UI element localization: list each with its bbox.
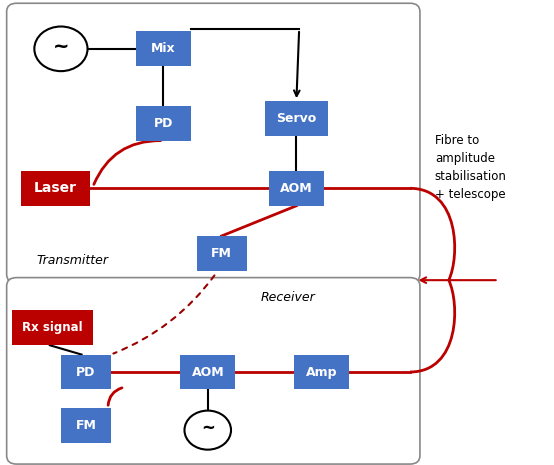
- Text: FM: FM: [75, 419, 96, 432]
- FancyBboxPatch shape: [7, 278, 420, 464]
- FancyBboxPatch shape: [136, 106, 191, 141]
- Text: Fibre to
amplitude
stabilisation
+ telescope: Fibre to amplitude stabilisation + teles…: [435, 134, 507, 201]
- Text: AOM: AOM: [280, 182, 312, 195]
- FancyBboxPatch shape: [13, 311, 93, 345]
- FancyBboxPatch shape: [294, 354, 349, 390]
- FancyArrowPatch shape: [114, 275, 214, 353]
- FancyArrowPatch shape: [108, 388, 122, 405]
- FancyBboxPatch shape: [265, 101, 328, 136]
- Circle shape: [34, 27, 88, 71]
- Text: AOM: AOM: [192, 365, 224, 379]
- Text: Servo: Servo: [276, 112, 316, 125]
- Text: Mix: Mix: [151, 42, 176, 55]
- Text: Laser: Laser: [34, 181, 77, 195]
- FancyBboxPatch shape: [61, 354, 111, 390]
- FancyBboxPatch shape: [269, 171, 324, 206]
- Text: Rx signal: Rx signal: [22, 321, 83, 334]
- Text: Receiver: Receiver: [260, 291, 315, 304]
- FancyBboxPatch shape: [197, 236, 247, 271]
- FancyBboxPatch shape: [180, 354, 235, 390]
- Text: Amp: Amp: [306, 365, 337, 379]
- Circle shape: [184, 411, 231, 450]
- Text: FM: FM: [211, 247, 232, 260]
- Text: Transmitter: Transmitter: [36, 254, 108, 267]
- Text: PD: PD: [76, 365, 95, 379]
- FancyBboxPatch shape: [136, 32, 191, 66]
- FancyBboxPatch shape: [61, 408, 111, 443]
- FancyArrowPatch shape: [94, 140, 161, 184]
- Text: ~: ~: [201, 419, 215, 437]
- Text: ~: ~: [53, 37, 69, 56]
- Text: PD: PD: [154, 117, 173, 130]
- FancyBboxPatch shape: [21, 171, 90, 206]
- FancyBboxPatch shape: [7, 3, 420, 283]
